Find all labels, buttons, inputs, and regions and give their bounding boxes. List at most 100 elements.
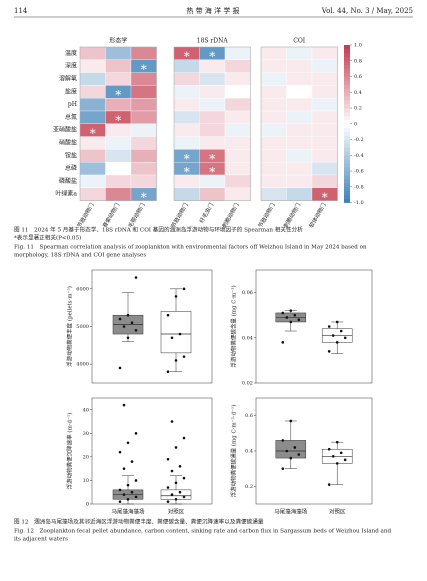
data-point [118, 317, 122, 321]
y-tick-label: 0.04 [242, 335, 253, 341]
heat-cell [130, 174, 157, 188]
heat-cell [260, 46, 287, 60]
colorbar-step [344, 108, 350, 113]
data-point [182, 355, 186, 358]
data-point [170, 336, 174, 340]
panel-frame [260, 46, 338, 201]
column-label: 节肢动物门 [256, 201, 277, 229]
data-point [122, 403, 126, 407]
colorbar-label: -0.4 [354, 153, 364, 159]
heat-cell [311, 174, 338, 188]
y-axis-label: 浮游动物粪便沉降速率 (m·d⁻¹) [66, 413, 74, 490]
heat-cell [79, 110, 106, 124]
heat-cell [311, 98, 338, 112]
y-axis-label: 浮游动物粪便碳通量 (mg C·m⁻²·d⁻¹) [230, 405, 238, 498]
row-label: 总氮 [65, 113, 77, 121]
data-point [285, 316, 289, 319]
data-point [335, 320, 339, 324]
colorbar-step [344, 119, 350, 125]
colorbar-step [344, 190, 350, 196]
data-point [170, 469, 174, 473]
data-point [118, 366, 122, 370]
journal-title: 热 带 海 洋 学 报 [186, 6, 239, 15]
box [160, 489, 192, 500]
colorbar-step [344, 88, 350, 93]
colorbar-step [344, 80, 350, 85]
plot-frame [91, 397, 213, 505]
data-point [174, 359, 178, 362]
heat-cell [286, 149, 313, 163]
column-label: 纤毛虫门 [197, 201, 215, 224]
colorbar-step [344, 163, 350, 168]
y-axis-label: 浮游动物粪便碳含量 (mg C·m⁻³) [230, 285, 238, 367]
row-label: 叶绿素a [55, 190, 77, 198]
colorbar-step [344, 84, 350, 89]
heat-cell [199, 72, 226, 86]
heat-cell [311, 85, 338, 99]
plot-frame [91, 269, 213, 384]
significance-marker: * [184, 152, 190, 166]
heat-cell [260, 98, 287, 112]
data-point [170, 420, 174, 423]
significance-marker: * [209, 165, 215, 179]
heat-cell [311, 123, 338, 137]
heat-cell [224, 136, 251, 150]
heat-cell [105, 136, 132, 150]
heat-cell [286, 123, 313, 137]
row-label: pH [68, 101, 77, 108]
significance-marker: * [141, 63, 147, 77]
data-point [118, 500, 122, 503]
heat-cell [173, 123, 200, 137]
heat-cell [260, 162, 287, 176]
heat-cell [224, 46, 251, 60]
heat-cell [260, 187, 287, 201]
heat-cell [105, 72, 132, 86]
colorbar-step [344, 115, 350, 121]
significance-marker: * [209, 152, 215, 166]
column-label: 节肢动物门 [75, 201, 96, 229]
row-label: 亚硝酸盐 [53, 126, 77, 134]
data-point [297, 453, 301, 456]
colorbar-step [344, 52, 350, 58]
data-point [327, 483, 331, 486]
data-point [335, 462, 339, 465]
y-tick-label: 10 [83, 478, 89, 484]
heat-cell [79, 72, 106, 86]
data-point [122, 325, 126, 328]
heat-cell [286, 187, 313, 201]
data-point [281, 341, 285, 344]
colorbar-step [344, 64, 350, 69]
colorbar-step [344, 198, 350, 203]
data-point [331, 334, 335, 337]
colorbar-label: 0.4 [354, 90, 362, 96]
heat-cell [286, 162, 313, 176]
heat-cell [79, 187, 106, 201]
colorbar-step [344, 131, 350, 136]
colorbar-step [344, 151, 350, 156]
data-point [134, 328, 138, 332]
heat-cell [224, 98, 251, 112]
colorbar-step [344, 139, 350, 144]
heat-cell [260, 72, 287, 86]
data-point [182, 287, 186, 291]
heat-cell [173, 98, 200, 112]
heat-cell [130, 110, 157, 124]
panel-frame [79, 46, 157, 201]
heat-cell [260, 59, 287, 73]
heat-cell [286, 72, 313, 86]
row-label: 盐度 [65, 87, 77, 95]
heat-cell [311, 59, 338, 73]
row-label: 温度 [65, 49, 77, 57]
heat-cell [199, 187, 226, 201]
heat-cell [79, 85, 106, 99]
heat-cell [79, 149, 106, 163]
colorbar-label: 1.0 [354, 43, 362, 49]
data-point [130, 490, 134, 494]
data-point [130, 460, 134, 463]
y-tick-label: 0.4 [245, 449, 253, 455]
heat-cell [286, 59, 313, 73]
data-point [134, 432, 138, 435]
data-point [178, 465, 182, 468]
heat-cell [224, 123, 251, 137]
